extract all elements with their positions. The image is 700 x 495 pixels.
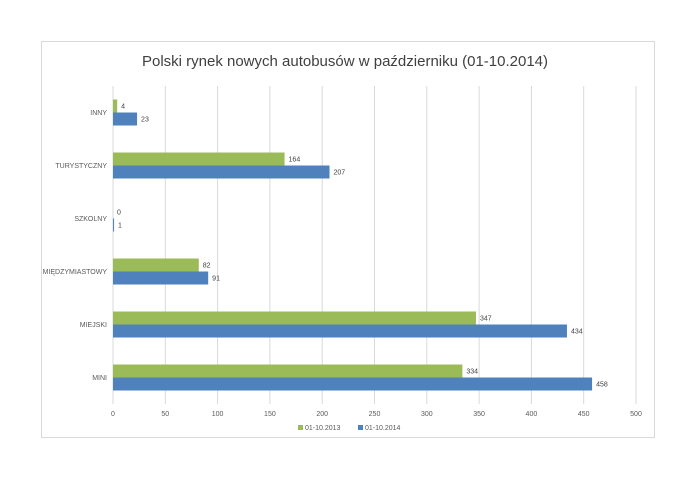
data-label: 0 [117,210,121,217]
legend-label: 01-10.2014 [365,425,401,432]
bar [113,311,476,325]
legend-swatch [358,425,363,430]
x-tick-label: 300 [421,411,433,418]
x-tick-label: 0 [111,411,115,418]
bar [113,152,285,166]
data-label: 4 [121,104,125,111]
data-label: 458 [596,382,608,389]
x-tick-label: 250 [369,411,381,418]
x-tick-label: 100 [212,411,224,418]
category-labels: MINI MIEJSKI MIĘDZYMIASTOWY SZKOLNY TURYSTYC… [43,110,108,382]
x-tick-label: 500 [630,411,642,418]
data-label: 91 [212,276,220,283]
category-label: TURYSTYCZNY [55,163,107,170]
data-label: 164 [289,157,301,164]
bar [113,218,115,232]
bar [113,271,209,285]
legend: 01-10.2013 01-10.2014 [298,425,401,432]
x-tick-label: 400 [526,411,538,418]
legend-swatch [298,425,303,430]
data-label: 347 [480,316,492,323]
data-label: 23 [141,117,149,124]
category-label: SZKOLNY [74,216,107,223]
bar [113,377,593,391]
chart-title: Polski rynek nowych autobusów w paździer… [142,53,548,70]
data-label: 207 [334,170,346,177]
x-tick-label: 350 [473,411,485,418]
bar [113,324,567,338]
category-label: MINI [92,375,107,382]
data-label: 82 [203,263,211,270]
category-label: MIEJSKI [80,322,107,329]
category-label: MIĘDZYMIASTOWY [43,269,108,276]
bar [113,165,330,179]
x-tick-label: 450 [578,411,590,418]
x-axis-ticks: 0 50 100 150 200 250 300 350 400 450 500 [111,411,642,418]
data-label: 434 [571,329,583,336]
bars [113,99,593,391]
data-label: 1 [118,223,122,230]
data-label: 334 [466,369,478,376]
category-label: INNY [90,110,107,117]
bar [113,258,199,272]
x-tick-label: 50 [161,411,169,418]
bar [113,112,138,126]
x-tick-label: 150 [264,411,276,418]
x-tick-label: 200 [316,411,328,418]
bar [113,364,463,378]
bar [113,99,118,113]
legend-label: 01-10.2013 [305,425,341,432]
grid-lines [112,86,637,404]
